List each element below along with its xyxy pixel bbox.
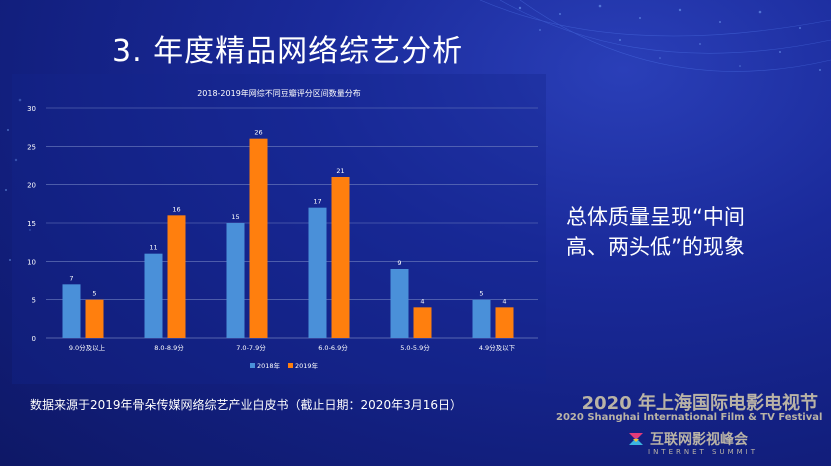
bar-2018 bbox=[308, 207, 327, 338]
x-axis: 9.0分及以上 8.0-8.9分 7.0-7.9分 6.0-6.9分 5.0-5.9分 4… bbox=[69, 343, 516, 352]
y-tick-label: 5 bbox=[32, 297, 36, 305]
summit-name-zh: 互联网影视峰会 bbox=[650, 432, 748, 448]
event-name-zh: 2020 年上海国际电影电视节 bbox=[581, 393, 818, 414]
y-tick-label: 30 bbox=[27, 105, 36, 113]
bars: 7 5 11 16 15 26 17 21 9 4 5 4 bbox=[62, 129, 514, 338]
x-tick-label: 5.0-5.9分 bbox=[400, 343, 430, 352]
data-label: 16 bbox=[172, 205, 180, 213]
summit-name-en: INTERNET SUMMIT bbox=[648, 448, 759, 456]
legend-swatch bbox=[250, 363, 255, 368]
slide-title: 3. 年度精品网络综艺分析 bbox=[112, 34, 464, 69]
y-tick-label: 10 bbox=[27, 258, 36, 266]
data-label: 9 bbox=[397, 259, 401, 267]
data-label: 4 bbox=[420, 297, 424, 305]
data-label: 7 bbox=[69, 274, 73, 282]
data-label: 4 bbox=[502, 297, 506, 305]
data-label: 15 bbox=[231, 213, 239, 221]
legend-swatch bbox=[288, 363, 293, 368]
bar-2018 bbox=[472, 299, 491, 338]
gridlines bbox=[46, 107, 538, 339]
chart-title: 2018-2019年网综不同豆瓣评分区间数量分布 bbox=[197, 88, 361, 98]
y-axis: 0 5 10 15 20 25 30 bbox=[27, 105, 36, 343]
bar-2019 bbox=[85, 299, 104, 338]
data-label: 26 bbox=[254, 129, 262, 137]
summary-text: 总体质量呈现“中间 高、两头低”的现象 bbox=[566, 205, 745, 259]
source-note: 数据来源于2019年骨朵传媒网络综艺产业白皮书（截止日期：2020年3月16日） bbox=[30, 398, 462, 412]
x-tick-label: 8.0-8.9分 bbox=[154, 343, 184, 352]
y-tick-label: 25 bbox=[27, 143, 36, 151]
chart-panel: 2018-2019年网综不同豆瓣评分区间数量分布 0 5 10 15 20 25 30 7 5… bbox=[12, 74, 546, 384]
event-name-en: 2020 Shanghai International Film & TV Fe… bbox=[556, 412, 823, 423]
data-label: 5 bbox=[92, 290, 96, 298]
bar-2019 bbox=[413, 307, 432, 338]
summit-branding: 互联网影视峰会 bbox=[628, 429, 748, 449]
bar-2018 bbox=[390, 269, 409, 338]
x-tick-label: 4.9分及以下 bbox=[479, 343, 516, 352]
data-label: 5 bbox=[479, 290, 483, 298]
summit-logo-icon bbox=[629, 433, 643, 445]
legend: 2018年 2019年 bbox=[250, 361, 319, 370]
bar-2019 bbox=[495, 307, 514, 338]
x-tick-label: 9.0分及以上 bbox=[69, 343, 106, 352]
y-tick-label: 20 bbox=[27, 182, 36, 190]
bar-2018 bbox=[144, 253, 163, 338]
y-tick-label: 0 bbox=[32, 335, 36, 343]
bar-2018 bbox=[62, 284, 81, 338]
data-label: 17 bbox=[313, 198, 321, 206]
legend-label: 2019年 bbox=[295, 361, 319, 370]
bar-2019 bbox=[167, 215, 186, 338]
x-tick-label: 6.0-6.9分 bbox=[318, 343, 348, 352]
x-tick-label: 7.0-7.9分 bbox=[236, 343, 266, 352]
data-label: 21 bbox=[336, 167, 344, 175]
bar-2018 bbox=[226, 223, 245, 338]
legend-label: 2018年 bbox=[257, 361, 281, 370]
bar-chart: 2018-2019年网综不同豆瓣评分区间数量分布 0 5 10 15 20 25 30 7 5… bbox=[27, 88, 538, 370]
bar-2019 bbox=[331, 177, 350, 338]
y-tick-label: 15 bbox=[27, 220, 36, 228]
data-label: 11 bbox=[149, 244, 157, 252]
bar-2019 bbox=[249, 138, 268, 338]
